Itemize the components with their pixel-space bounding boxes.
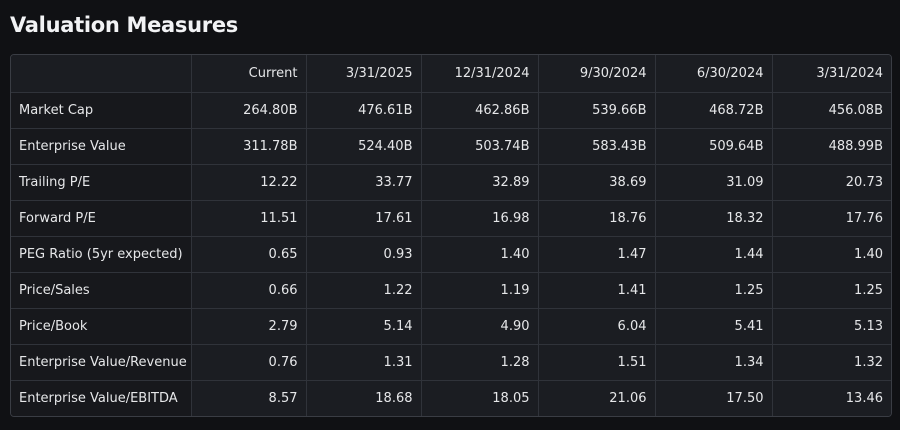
table-cell: 1.40 bbox=[421, 236, 539, 273]
table-cell: 13.46 bbox=[772, 380, 891, 416]
table-cell: 488.99B bbox=[772, 128, 891, 165]
table-row: Price/Book 2.79 5.14 4.90 6.04 5.41 5.13 bbox=[11, 308, 891, 345]
table-cell: 583.43B bbox=[538, 128, 656, 165]
column-header: 9/30/2024 bbox=[538, 55, 656, 93]
table-cell: 1.25 bbox=[772, 272, 891, 309]
table-cell: 18.32 bbox=[655, 200, 773, 237]
page-title: Valuation Measures bbox=[10, 13, 238, 37]
row-label: Price/Book bbox=[11, 308, 192, 345]
table-row: Forward P/E 11.51 17.61 16.98 18.76 18.32 17.7… bbox=[11, 200, 891, 237]
table-cell: 1.31 bbox=[306, 344, 422, 381]
table-cell: 311.78B bbox=[191, 128, 307, 165]
table-row: Enterprise Value/EBITDA 8.57 18.68 18.05 21.… bbox=[11, 380, 891, 416]
table-cell: 8.57 bbox=[191, 380, 307, 416]
table-cell: 20.73 bbox=[772, 164, 891, 201]
table-cell: 1.32 bbox=[772, 344, 891, 381]
table-cell: 1.19 bbox=[421, 272, 539, 309]
table-cell: 476.61B bbox=[306, 92, 422, 129]
table-cell: 17.61 bbox=[306, 200, 422, 237]
table-cell: 0.66 bbox=[191, 272, 307, 309]
row-label: Market Cap bbox=[11, 92, 192, 129]
table-cell: 18.68 bbox=[306, 380, 422, 416]
table-cell: 4.90 bbox=[421, 308, 539, 345]
table-cell: 21.06 bbox=[538, 380, 656, 416]
table-cell: 12.22 bbox=[191, 164, 307, 201]
table-cell: 16.98 bbox=[421, 200, 539, 237]
table-row: Trailing P/E 12.22 33.77 32.89 38.69 31.09 20.… bbox=[11, 164, 891, 201]
row-label: Enterprise Value/Revenue bbox=[11, 344, 192, 381]
table-cell: 462.86B bbox=[421, 92, 539, 129]
table-row: Enterprise Value 311.78B 524.40B 503.74B 583… bbox=[11, 128, 891, 165]
table-cell: 5.41 bbox=[655, 308, 773, 345]
table-cell: 5.13 bbox=[772, 308, 891, 345]
table-cell: 17.76 bbox=[772, 200, 891, 237]
table-cell: 264.80B bbox=[191, 92, 307, 129]
table-cell: 38.69 bbox=[538, 164, 656, 201]
row-label: Forward P/E bbox=[11, 200, 192, 237]
table-cell: 0.93 bbox=[306, 236, 422, 273]
table-cell: 456.08B bbox=[772, 92, 891, 129]
table-cell: 1.40 bbox=[772, 236, 891, 273]
row-label: Enterprise Value bbox=[11, 128, 192, 165]
table-cell: 1.44 bbox=[655, 236, 773, 273]
table-row: PEG Ratio (5yr expected) 0.65 0.93 1.40 1.47… bbox=[11, 236, 891, 273]
header-corner-cell bbox=[11, 55, 192, 93]
table-row: Market Cap 264.80B 476.61B 462.86B 539.66B 46… bbox=[11, 92, 891, 129]
table-row: Price/Sales 0.66 1.22 1.19 1.41 1.25 1.25 bbox=[11, 272, 891, 309]
table-cell: 11.51 bbox=[191, 200, 307, 237]
table-cell: 31.09 bbox=[655, 164, 773, 201]
table-cell: 0.76 bbox=[191, 344, 307, 381]
column-header: 12/31/2024 bbox=[421, 55, 539, 93]
row-label: Trailing P/E bbox=[11, 164, 192, 201]
table-cell: 1.28 bbox=[421, 344, 539, 381]
table-row: Enterprise Value/Revenue 0.76 1.31 1.28 1.51… bbox=[11, 344, 891, 381]
table-cell: 1.41 bbox=[538, 272, 656, 309]
valuation-table: Current 3/31/2025 12/31/2024 9/30/2024 6… bbox=[11, 55, 891, 416]
table-cell: 32.89 bbox=[421, 164, 539, 201]
table-cell: 6.04 bbox=[538, 308, 656, 345]
table-cell: 468.72B bbox=[655, 92, 773, 129]
table-cell: 18.76 bbox=[538, 200, 656, 237]
column-header: 3/31/2025 bbox=[306, 55, 422, 93]
table-cell: 539.66B bbox=[538, 92, 656, 129]
table-cell: 5.14 bbox=[306, 308, 422, 345]
table-cell: 18.05 bbox=[421, 380, 539, 416]
row-label: PEG Ratio (5yr expected) bbox=[11, 236, 192, 273]
table-header-row: Current 3/31/2025 12/31/2024 9/30/2024 6… bbox=[11, 55, 891, 93]
column-header: 6/30/2024 bbox=[655, 55, 773, 93]
table-cell: 1.51 bbox=[538, 344, 656, 381]
row-label: Enterprise Value/EBITDA bbox=[11, 380, 192, 416]
row-label: Price/Sales bbox=[11, 272, 192, 309]
table-cell: 524.40B bbox=[306, 128, 422, 165]
valuation-table-container: Current 3/31/2025 12/31/2024 9/30/2024 6… bbox=[10, 54, 892, 417]
table-cell: 503.74B bbox=[421, 128, 539, 165]
table-cell: 17.50 bbox=[655, 380, 773, 416]
table-cell: 1.34 bbox=[655, 344, 773, 381]
table-cell: 509.64B bbox=[655, 128, 773, 165]
column-header: Current bbox=[191, 55, 307, 93]
table-cell: 2.79 bbox=[191, 308, 307, 345]
table-cell: 1.22 bbox=[306, 272, 422, 309]
column-header: 3/31/2024 bbox=[772, 55, 891, 93]
table-cell: 1.47 bbox=[538, 236, 656, 273]
table-cell: 1.25 bbox=[655, 272, 773, 309]
table-cell: 0.65 bbox=[191, 236, 307, 273]
table-cell: 33.77 bbox=[306, 164, 422, 201]
